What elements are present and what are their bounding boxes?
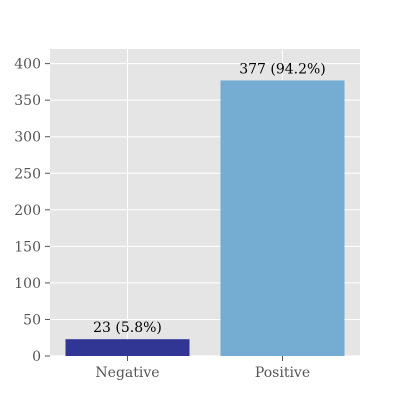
y-tick-label: 400 (14, 57, 41, 73)
bar-positive (220, 80, 345, 356)
y-axis-ticks: 0 50 100 150 200 250 300 350 400 (14, 57, 50, 365)
data-label-positive: 377 (94.2%) (239, 61, 326, 77)
x-tick-label-positive: Positive (255, 365, 310, 381)
y-tick-label: 50 (23, 312, 41, 328)
y-tick-label: 200 (14, 203, 41, 219)
data-label-negative: 23 (5.8%) (93, 320, 162, 336)
y-tick-label: 0 (32, 349, 41, 365)
x-axis-ticks: Negative Positive (95, 356, 310, 381)
y-tick-label: 100 (14, 276, 41, 292)
data-labels: 23 (5.8%) 377 (94.2%) (93, 61, 326, 336)
bar-negative (65, 339, 190, 356)
bars (65, 80, 345, 356)
y-tick-label: 150 (14, 239, 41, 255)
y-tick-label: 250 (14, 166, 41, 182)
y-tick-label: 350 (14, 93, 41, 109)
y-tick-label: 300 (14, 130, 41, 146)
x-tick-label-negative: Negative (95, 365, 159, 381)
